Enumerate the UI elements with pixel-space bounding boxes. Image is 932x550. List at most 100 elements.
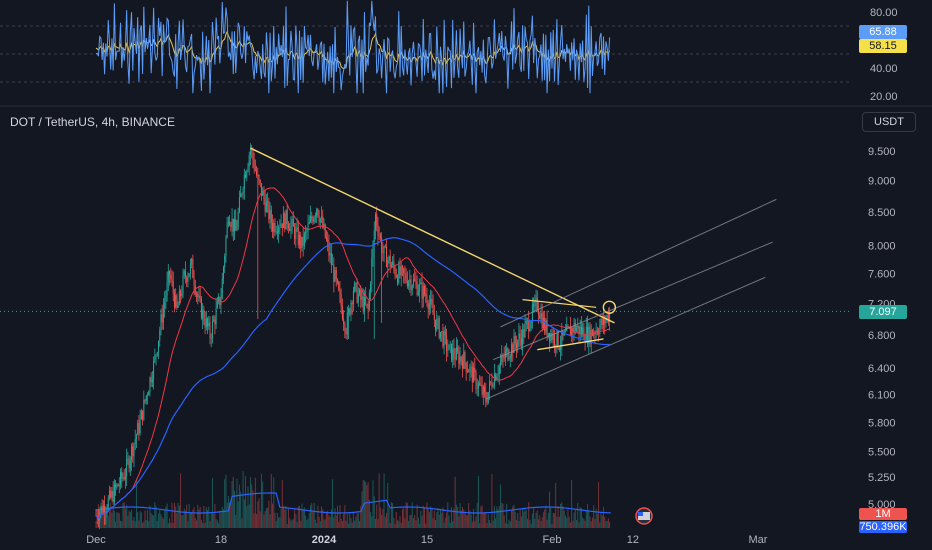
candle-body bbox=[381, 237, 383, 253]
candle-body bbox=[386, 246, 388, 268]
candle-body bbox=[482, 386, 484, 395]
volume-bar bbox=[540, 520, 542, 528]
volume-bar bbox=[410, 514, 412, 528]
volume-bar bbox=[95, 520, 97, 528]
candle-body bbox=[142, 410, 144, 420]
candle-body bbox=[438, 318, 440, 338]
volume-bar bbox=[183, 508, 185, 528]
candle-body bbox=[469, 366, 471, 373]
volume-bar bbox=[208, 506, 210, 528]
volume-bar bbox=[107, 516, 109, 528]
candle-body bbox=[589, 326, 591, 344]
candle-body bbox=[264, 198, 266, 212]
candle-body bbox=[443, 331, 445, 347]
candle-body bbox=[433, 314, 435, 320]
candle-body bbox=[572, 327, 574, 333]
candle-body bbox=[539, 314, 541, 319]
time-tick-label: Dec bbox=[86, 534, 106, 546]
candle-body bbox=[238, 197, 240, 212]
candle-body bbox=[110, 490, 112, 498]
candle-body bbox=[205, 318, 207, 328]
candle-body bbox=[363, 297, 365, 312]
candle-body bbox=[202, 309, 204, 319]
volume-bar bbox=[471, 521, 473, 528]
volume-bar bbox=[600, 512, 602, 528]
triangle-support-line bbox=[537, 338, 604, 351]
volume-bar bbox=[146, 509, 148, 528]
candle-body bbox=[285, 209, 287, 230]
candle-body bbox=[605, 319, 607, 324]
volume-bar bbox=[466, 515, 468, 528]
volume-bar bbox=[371, 516, 373, 528]
price-tick-label: 5.800 bbox=[868, 417, 896, 429]
drawings[interactable] bbox=[0, 147, 850, 525]
candle-body bbox=[475, 372, 477, 389]
candle-body bbox=[274, 222, 276, 233]
volume-bar bbox=[227, 496, 229, 528]
candle-body bbox=[106, 508, 108, 512]
candle-body bbox=[366, 303, 368, 305]
volume-bar bbox=[176, 513, 178, 528]
candle-body bbox=[289, 228, 291, 231]
volume-bar bbox=[551, 523, 553, 528]
volume-bar bbox=[265, 508, 267, 528]
candle-body bbox=[477, 383, 479, 389]
volume-bar bbox=[120, 520, 122, 528]
volume-bar bbox=[256, 513, 258, 528]
volume-bar bbox=[458, 516, 460, 528]
volume-bar bbox=[249, 477, 251, 528]
candle-body bbox=[432, 305, 434, 315]
volume-bar bbox=[373, 496, 375, 528]
candle-body bbox=[111, 491, 113, 498]
volume-bar bbox=[589, 516, 591, 528]
candle-body bbox=[104, 505, 106, 515]
candle-body bbox=[404, 273, 406, 275]
volume-bar bbox=[366, 485, 368, 528]
candle-body bbox=[221, 278, 223, 299]
volume-bar bbox=[172, 522, 174, 528]
volume-bar bbox=[226, 502, 228, 528]
volume-bar bbox=[495, 518, 497, 528]
volume-bar bbox=[300, 520, 302, 528]
volume-bar bbox=[348, 523, 350, 528]
volume-bar bbox=[547, 512, 549, 528]
volume-bar bbox=[484, 512, 486, 528]
candle-body bbox=[497, 374, 499, 377]
candle-body bbox=[210, 337, 212, 339]
volume-bar bbox=[588, 511, 590, 528]
volume-bar bbox=[389, 523, 391, 528]
candle-body bbox=[395, 275, 397, 277]
volume-bar bbox=[584, 520, 586, 528]
currency-button[interactable]: USDT bbox=[862, 112, 916, 132]
candle-body bbox=[132, 446, 134, 457]
volume-bar bbox=[355, 516, 357, 528]
volume-bar bbox=[290, 520, 292, 528]
channel-line bbox=[500, 198, 777, 328]
candle-body bbox=[339, 290, 341, 295]
candle-body bbox=[138, 422, 140, 434]
candle-body bbox=[343, 318, 345, 324]
candle-body bbox=[383, 245, 385, 254]
volume-bar bbox=[159, 510, 161, 528]
candle-body bbox=[564, 331, 566, 332]
candle-body bbox=[428, 303, 430, 310]
candle-body bbox=[509, 356, 511, 359]
candle-body bbox=[501, 355, 503, 363]
volume-bar bbox=[319, 521, 321, 528]
volume-bar bbox=[199, 506, 201, 528]
volume-bar bbox=[401, 509, 403, 528]
candle-body bbox=[379, 235, 381, 238]
volume-bar bbox=[523, 511, 525, 528]
volume-bar bbox=[578, 522, 580, 528]
candle-body bbox=[553, 333, 555, 346]
volume-bar bbox=[573, 512, 575, 528]
volume-bar bbox=[496, 506, 498, 528]
candle-body bbox=[153, 360, 155, 380]
candle-body bbox=[422, 285, 424, 299]
volume-bar bbox=[437, 508, 439, 528]
volume-bar bbox=[287, 508, 289, 528]
volume-bar bbox=[447, 502, 449, 528]
volume-bar bbox=[538, 519, 540, 528]
volume-bar bbox=[166, 503, 168, 528]
